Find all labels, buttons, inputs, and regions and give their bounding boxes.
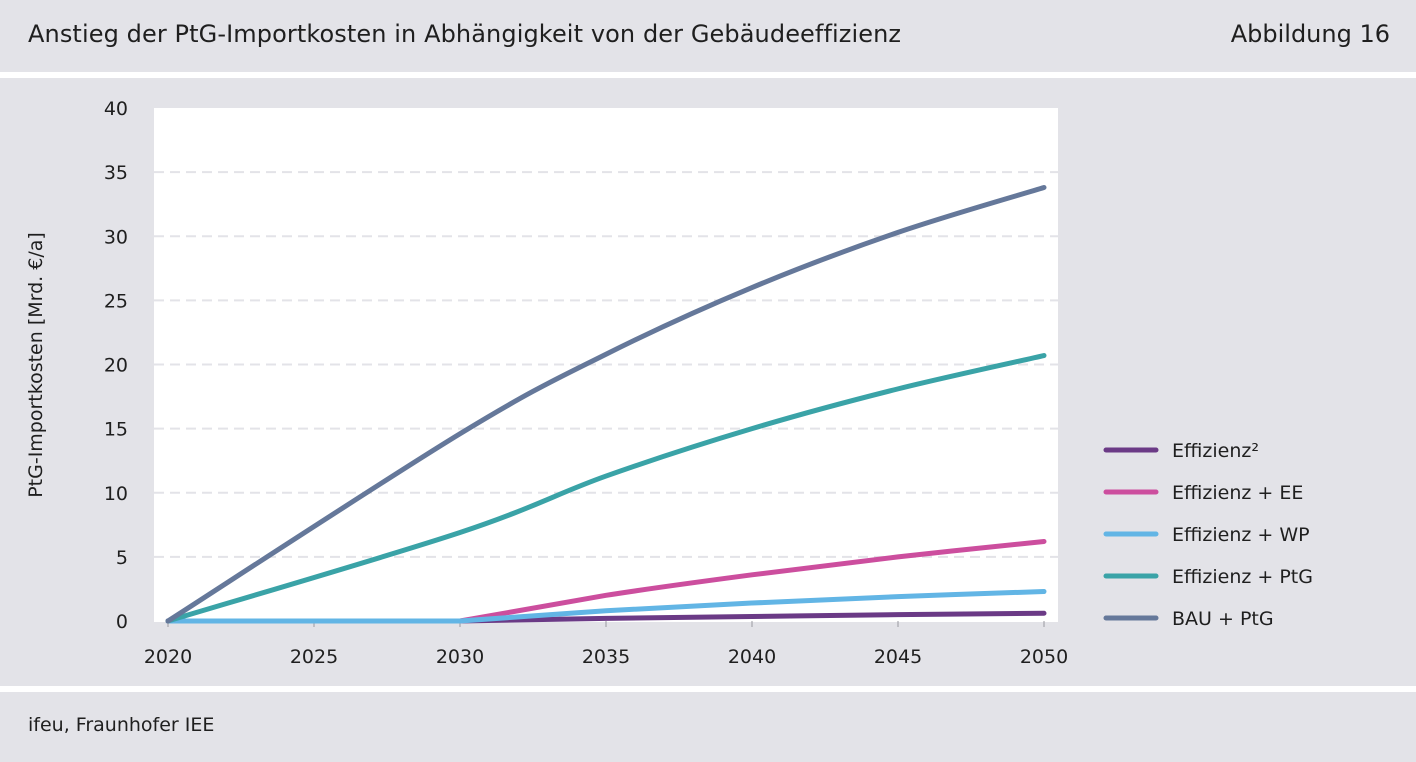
x-tick-label: 2040 bbox=[728, 646, 776, 668]
y-tick-label: 25 bbox=[104, 290, 128, 312]
x-tick-label: 2045 bbox=[874, 646, 922, 668]
figure-number: Abbildung 16 bbox=[1230, 20, 1390, 48]
y-tick-label: 35 bbox=[104, 162, 128, 184]
series-line-3 bbox=[165, 589, 1047, 624]
legend-label: Effizienz + EE bbox=[1172, 482, 1303, 504]
legend-label: Effizienz² bbox=[1172, 440, 1259, 462]
legend-item: Effizienz² bbox=[1103, 440, 1259, 462]
chart-title: Anstieg der PtG-Importkosten in Abhängig… bbox=[28, 20, 902, 48]
legend-item: Effizienz + EE bbox=[1103, 482, 1303, 504]
chart-panel: 0 5 10 15 20 25 30 35 40 2020 2025 2030 2035 2040 2045… bbox=[0, 78, 1416, 686]
x-tick-label: 2025 bbox=[290, 646, 338, 668]
y-tick-label: 20 bbox=[104, 355, 128, 377]
y-tick-label: 10 bbox=[104, 483, 128, 505]
x-tick-label: 2030 bbox=[436, 646, 484, 668]
x-tick-label: 2020 bbox=[144, 646, 192, 668]
y-tick-label: 30 bbox=[104, 226, 128, 248]
y-tick-label: 15 bbox=[104, 419, 128, 441]
y-tick-label: 0 bbox=[116, 611, 128, 633]
legend-item: Effizienz + PtG bbox=[1103, 566, 1313, 588]
legend-label: Effizienz + WP bbox=[1172, 524, 1310, 546]
series-line-5 bbox=[165, 185, 1047, 624]
y-tick-label: 5 bbox=[116, 547, 128, 569]
legend-item: Effizienz + WP bbox=[1103, 524, 1310, 546]
header: Anstieg der PtG-Importkosten in Abhängig… bbox=[0, 0, 1416, 72]
source-note: ifeu, Fraunhofer IEE bbox=[28, 714, 215, 736]
y-tick-label: 40 bbox=[104, 98, 128, 120]
y-axis-label: PtG-Importkosten [Mrd. €/a] bbox=[25, 232, 47, 498]
legend-label: Effizienz + PtG bbox=[1172, 566, 1313, 588]
legend-item: BAU + PtG bbox=[1103, 608, 1274, 630]
series-line-4 bbox=[165, 353, 1047, 624]
footer: ifeu, Fraunhofer IEE bbox=[0, 692, 1416, 762]
x-tick-label: 2035 bbox=[582, 646, 630, 668]
x-tick-label: 2050 bbox=[1020, 646, 1068, 668]
legend-label: BAU + PtG bbox=[1172, 608, 1274, 630]
